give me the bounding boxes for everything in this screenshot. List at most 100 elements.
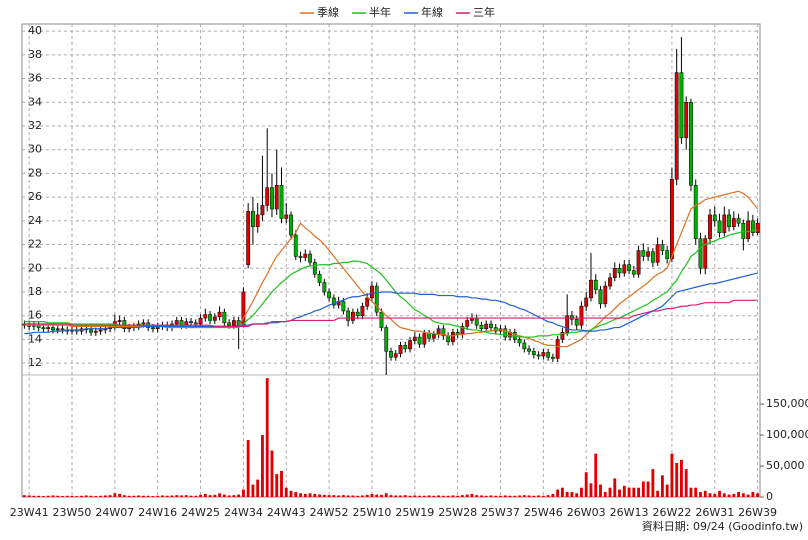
volume-bar [375, 494, 379, 497]
candle-body [612, 268, 617, 279]
candle-body [560, 332, 565, 340]
volume-bar [75, 496, 79, 497]
volume-bar [613, 478, 617, 497]
volume-bar [675, 462, 679, 497]
candle-body [293, 234, 298, 257]
candle-body [379, 311, 384, 328]
volume-bar [541, 495, 545, 497]
volume-bar [746, 494, 750, 497]
candle-body [398, 345, 403, 354]
volume-bar [632, 487, 636, 497]
x-tick-label: 24W07 [95, 506, 134, 519]
candle-body [708, 214, 712, 239]
candle-body [260, 205, 265, 216]
volume-bar [518, 495, 521, 497]
volume-bar [446, 495, 450, 497]
candle-body [370, 285, 374, 299]
y-tick-label: 22 [28, 238, 42, 251]
volume-bar [41, 496, 45, 497]
candle-body [650, 251, 655, 263]
candle-body [346, 310, 351, 321]
candle-body [317, 273, 322, 283]
volume-bar [337, 495, 341, 497]
y-tick-label: 30 [28, 143, 42, 156]
candle-body [217, 311, 222, 318]
volume-bar [580, 487, 583, 497]
volume-bar [432, 495, 436, 497]
volume-bar [313, 493, 317, 497]
volume-bar [280, 470, 283, 497]
x-tick-label: 25W46 [524, 506, 563, 519]
candle-body [746, 220, 751, 239]
candle-body [350, 311, 355, 321]
y-tick-label: 20 [28, 261, 42, 274]
x-tick-label: 24W52 [310, 506, 349, 519]
volume-bar [694, 487, 698, 497]
volume-bar [418, 495, 421, 497]
volume-bar [151, 496, 155, 497]
candle-body [593, 279, 598, 290]
volume-bar [194, 495, 198, 497]
volume-bar [237, 494, 241, 497]
candle-body [289, 214, 293, 236]
volume-bar [532, 495, 536, 497]
candle-body [93, 330, 98, 333]
candle-body [403, 345, 408, 350]
y-tick-label: 18 [28, 285, 42, 298]
volume-bar [660, 475, 664, 497]
volume-bar [241, 489, 245, 497]
volume-bar [622, 485, 626, 497]
candle-body [427, 333, 432, 339]
candle-body [174, 320, 179, 325]
volume-bar [751, 492, 755, 497]
y-tick-label: 36 [28, 72, 42, 85]
candle-body [736, 218, 741, 224]
candle-body [341, 301, 346, 312]
volume-bar [322, 494, 326, 497]
candle-body [474, 317, 479, 326]
volume-bar [741, 493, 745, 497]
volume-bar [70, 495, 74, 497]
volume-bar [341, 495, 345, 497]
volume-bar [94, 496, 98, 497]
y-tick-label: 28 [28, 166, 42, 179]
volume-bar [265, 378, 269, 497]
volume-bar [308, 493, 312, 497]
candle-body [631, 270, 636, 275]
candle-body [270, 187, 274, 210]
x-tick-label: 26W03 [567, 506, 606, 519]
candle-body [227, 322, 232, 326]
candle-body [712, 214, 717, 222]
volume-bar [656, 490, 660, 497]
legend-label: 三年 [473, 5, 495, 19]
volume-bar [156, 495, 160, 497]
volume-bar [699, 492, 702, 497]
candle-body [98, 329, 103, 332]
candle-body [636, 250, 641, 275]
volume-bar [61, 496, 64, 497]
volume-bar [103, 495, 107, 497]
volume-bar [684, 469, 688, 497]
volume-bar [199, 494, 202, 497]
volume-bar [32, 495, 36, 497]
volume-bar [756, 493, 760, 497]
volume-bar [503, 495, 507, 497]
x-tick-label: 24W34 [224, 506, 263, 519]
y-tick-label: 26 [28, 190, 42, 203]
candle-body [431, 334, 436, 339]
candle-body [465, 320, 470, 327]
candle-body [522, 342, 527, 350]
candle-body [203, 314, 208, 319]
candle-body [703, 238, 708, 269]
volume-bar [703, 490, 707, 497]
x-tick-label: 26W13 [610, 506, 649, 519]
volume-bar [108, 495, 112, 497]
candle-body [312, 262, 317, 275]
candle-body [360, 305, 365, 316]
candle-body [117, 320, 122, 322]
candle-body [717, 220, 722, 233]
volume-bar [599, 484, 602, 497]
candle-body [646, 251, 651, 257]
candle-body [479, 324, 484, 330]
y-tick-label: 12 [28, 356, 42, 369]
